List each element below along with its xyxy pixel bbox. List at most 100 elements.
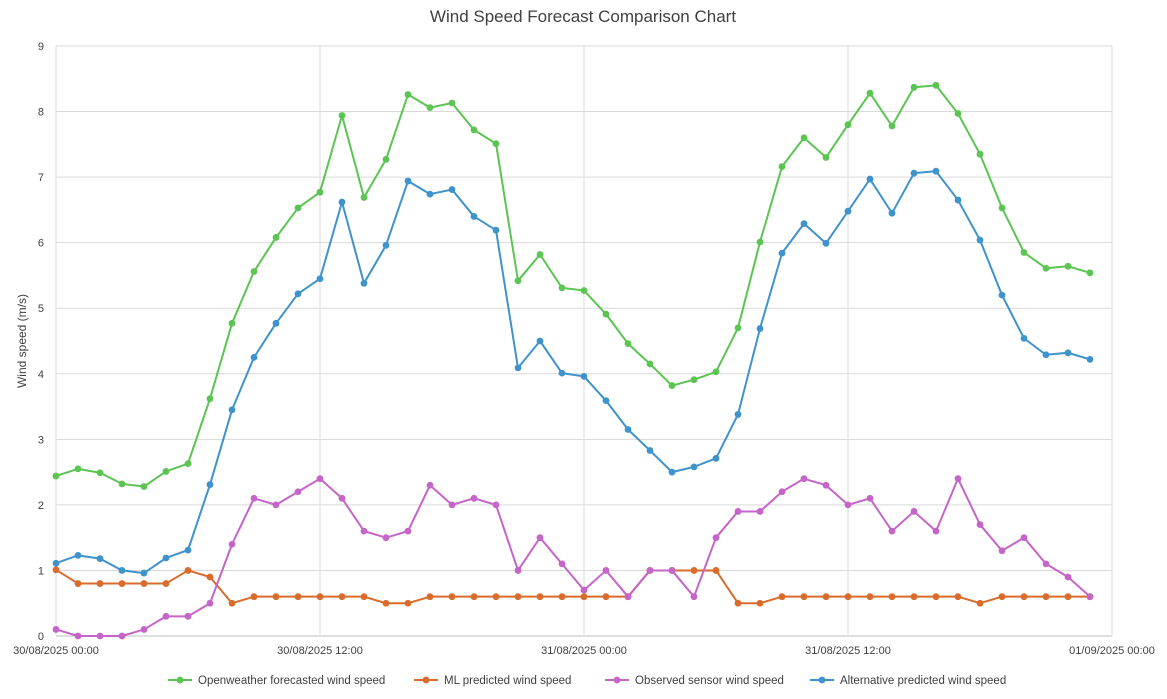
- y-tick-label: 4: [38, 369, 44, 381]
- data-point: [800, 134, 808, 142]
- data-point: [580, 373, 588, 380]
- data-point: [778, 488, 786, 496]
- legend-marker: [176, 676, 184, 684]
- data-point: [1042, 351, 1050, 359]
- data-point: [74, 465, 82, 473]
- data-point: [580, 287, 588, 294]
- data-point: [1020, 534, 1028, 542]
- data-point: [294, 488, 302, 496]
- data-point: [646, 360, 654, 368]
- data-point: [382, 241, 390, 249]
- data-point: [96, 555, 104, 563]
- data-point: [382, 534, 390, 542]
- x-tick-label: 01/09/2025 00:00: [1069, 645, 1155, 657]
- data-point: [1064, 262, 1072, 270]
- data-point: [250, 353, 258, 361]
- data-point: [602, 397, 610, 405]
- data-point: [888, 593, 896, 601]
- data-point: [690, 376, 698, 384]
- data-point: [250, 593, 258, 601]
- data-point: [470, 593, 478, 601]
- data-point: [910, 83, 918, 91]
- data-point: [778, 249, 786, 257]
- data-point: [360, 527, 368, 535]
- data-point: [492, 140, 500, 148]
- data-point: [470, 126, 478, 134]
- x-tick-label: 31/08/2025 00:00: [541, 645, 627, 657]
- data-point: [514, 567, 522, 574]
- data-point: [932, 167, 940, 175]
- legend-marker: [613, 676, 621, 684]
- data-point: [668, 468, 676, 476]
- data-point: [1086, 355, 1094, 363]
- data-point: [800, 475, 808, 483]
- data-point: [492, 226, 500, 234]
- data-point: [140, 626, 148, 633]
- y-tick-label: 8: [38, 107, 44, 119]
- data-point: [712, 567, 720, 574]
- data-point: [998, 204, 1006, 212]
- data-point: [822, 239, 830, 247]
- data-point: [1042, 560, 1050, 568]
- data-point: [690, 463, 698, 471]
- x-tick-label: 30/08/2025 12:00: [277, 645, 363, 657]
- data-point: [646, 447, 654, 454]
- data-point: [558, 369, 566, 377]
- data-point: [756, 599, 764, 607]
- series-group: [52, 81, 1094, 640]
- data-point: [404, 91, 412, 98]
- data-point: [536, 593, 544, 601]
- y-tick-label: 7: [38, 172, 44, 184]
- data-point: [976, 599, 984, 607]
- data-point: [1020, 593, 1028, 601]
- data-point: [404, 527, 412, 535]
- data-point: [1020, 249, 1028, 256]
- legend-item: Openweather forecasted wind speed: [168, 675, 385, 687]
- y-tick-label: 5: [38, 303, 44, 315]
- data-point: [690, 593, 698, 601]
- data-point: [206, 599, 214, 607]
- data-point: [206, 573, 214, 581]
- data-point: [866, 593, 874, 601]
- data-point: [316, 275, 324, 283]
- data-point: [206, 481, 214, 488]
- data-point: [492, 501, 500, 509]
- data-point: [558, 560, 566, 568]
- data-point: [316, 475, 324, 483]
- data-point: [426, 104, 434, 112]
- data-point: [954, 475, 962, 483]
- data-point: [1086, 593, 1094, 601]
- data-point: [294, 204, 302, 212]
- data-point: [316, 593, 324, 601]
- data-point: [228, 406, 236, 414]
- data-point: [888, 527, 896, 535]
- data-point: [316, 188, 324, 196]
- data-point: [558, 284, 566, 292]
- data-point: [866, 89, 874, 97]
- data-point: [822, 481, 830, 489]
- data-point: [1064, 593, 1072, 601]
- data-point: [734, 599, 742, 607]
- data-point: [162, 580, 170, 587]
- data-point: [1042, 264, 1050, 272]
- series-line: [55, 568, 1090, 605]
- series-4: [52, 167, 1094, 577]
- y-tick-label: 1: [38, 565, 44, 577]
- data-point: [910, 508, 918, 515]
- data-point: [778, 593, 786, 601]
- data-point: [140, 569, 148, 577]
- data-point: [118, 580, 126, 587]
- data-point: [844, 207, 852, 215]
- data-point: [162, 554, 170, 562]
- series-1: [52, 81, 1094, 490]
- series-line: [55, 84, 1091, 488]
- data-point: [448, 501, 456, 509]
- y-tick-label: 2: [38, 500, 44, 512]
- legend-label: Alternative predicted wind speed: [840, 675, 1006, 687]
- data-point: [272, 501, 280, 509]
- data-point: [932, 593, 940, 601]
- data-point: [294, 593, 302, 601]
- data-point: [712, 454, 720, 462]
